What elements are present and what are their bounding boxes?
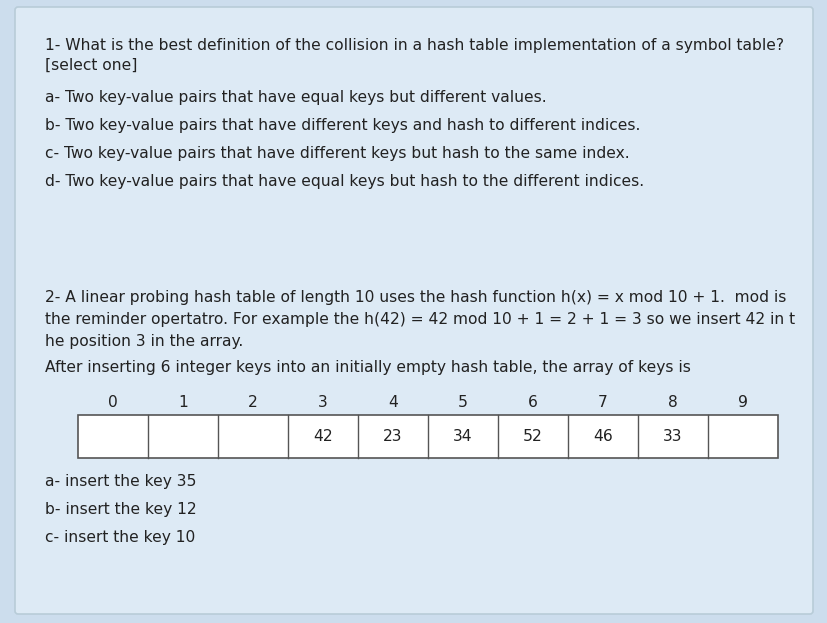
Text: b- Two key-value pairs that have different keys and hash to different indices.: b- Two key-value pairs that have differe…	[45, 118, 639, 133]
Text: 46: 46	[592, 429, 612, 444]
Text: the reminder opertatro. For example the h(42) = 42 mod 10 + 1 = 2 + 1 = 3 so we : the reminder opertatro. For example the …	[45, 312, 794, 327]
Text: c- insert the key 10: c- insert the key 10	[45, 530, 195, 545]
Text: he position 3 in the array.: he position 3 in the array.	[45, 334, 243, 349]
Text: 34: 34	[452, 429, 472, 444]
Bar	[78, 415, 777, 458]
Text: After inserting 6 integer keys into an initially empty hash table, the array of : After inserting 6 integer keys into an i…	[45, 360, 690, 375]
Text: 7: 7	[597, 395, 607, 410]
Text: d- Two key-value pairs that have equal keys but hash to the different indices.: d- Two key-value pairs that have equal k…	[45, 174, 643, 189]
Text: 52: 52	[523, 429, 543, 444]
Text: 5: 5	[457, 395, 467, 410]
Text: 2: 2	[248, 395, 257, 410]
Text: 42: 42	[313, 429, 332, 444]
Text: a- Two key-value pairs that have equal keys but different values.: a- Two key-value pairs that have equal k…	[45, 90, 546, 105]
Text: 8: 8	[667, 395, 677, 410]
FancyBboxPatch shape	[15, 7, 812, 614]
Text: [select one]: [select one]	[45, 58, 137, 73]
Text: a- insert the key 35: a- insert the key 35	[45, 474, 196, 489]
Text: 33: 33	[662, 429, 682, 444]
Text: 1- What is the best definition of the collision in a hash table implementation o: 1- What is the best definition of the co…	[45, 38, 783, 53]
Text: c- Two key-value pairs that have different keys but hash to the same index.: c- Two key-value pairs that have differe…	[45, 146, 629, 161]
Text: 6: 6	[528, 395, 538, 410]
Text: 0: 0	[108, 395, 117, 410]
Text: 3: 3	[318, 395, 327, 410]
Text: 2- A linear probing hash table of length 10 uses the hash function h(x) = x mod : 2- A linear probing hash table of length…	[45, 290, 786, 305]
Text: 23: 23	[383, 429, 402, 444]
Text: 9: 9	[737, 395, 747, 410]
Text: b- insert the key 12: b- insert the key 12	[45, 502, 196, 517]
Text: 1: 1	[178, 395, 188, 410]
Text: 4: 4	[388, 395, 398, 410]
